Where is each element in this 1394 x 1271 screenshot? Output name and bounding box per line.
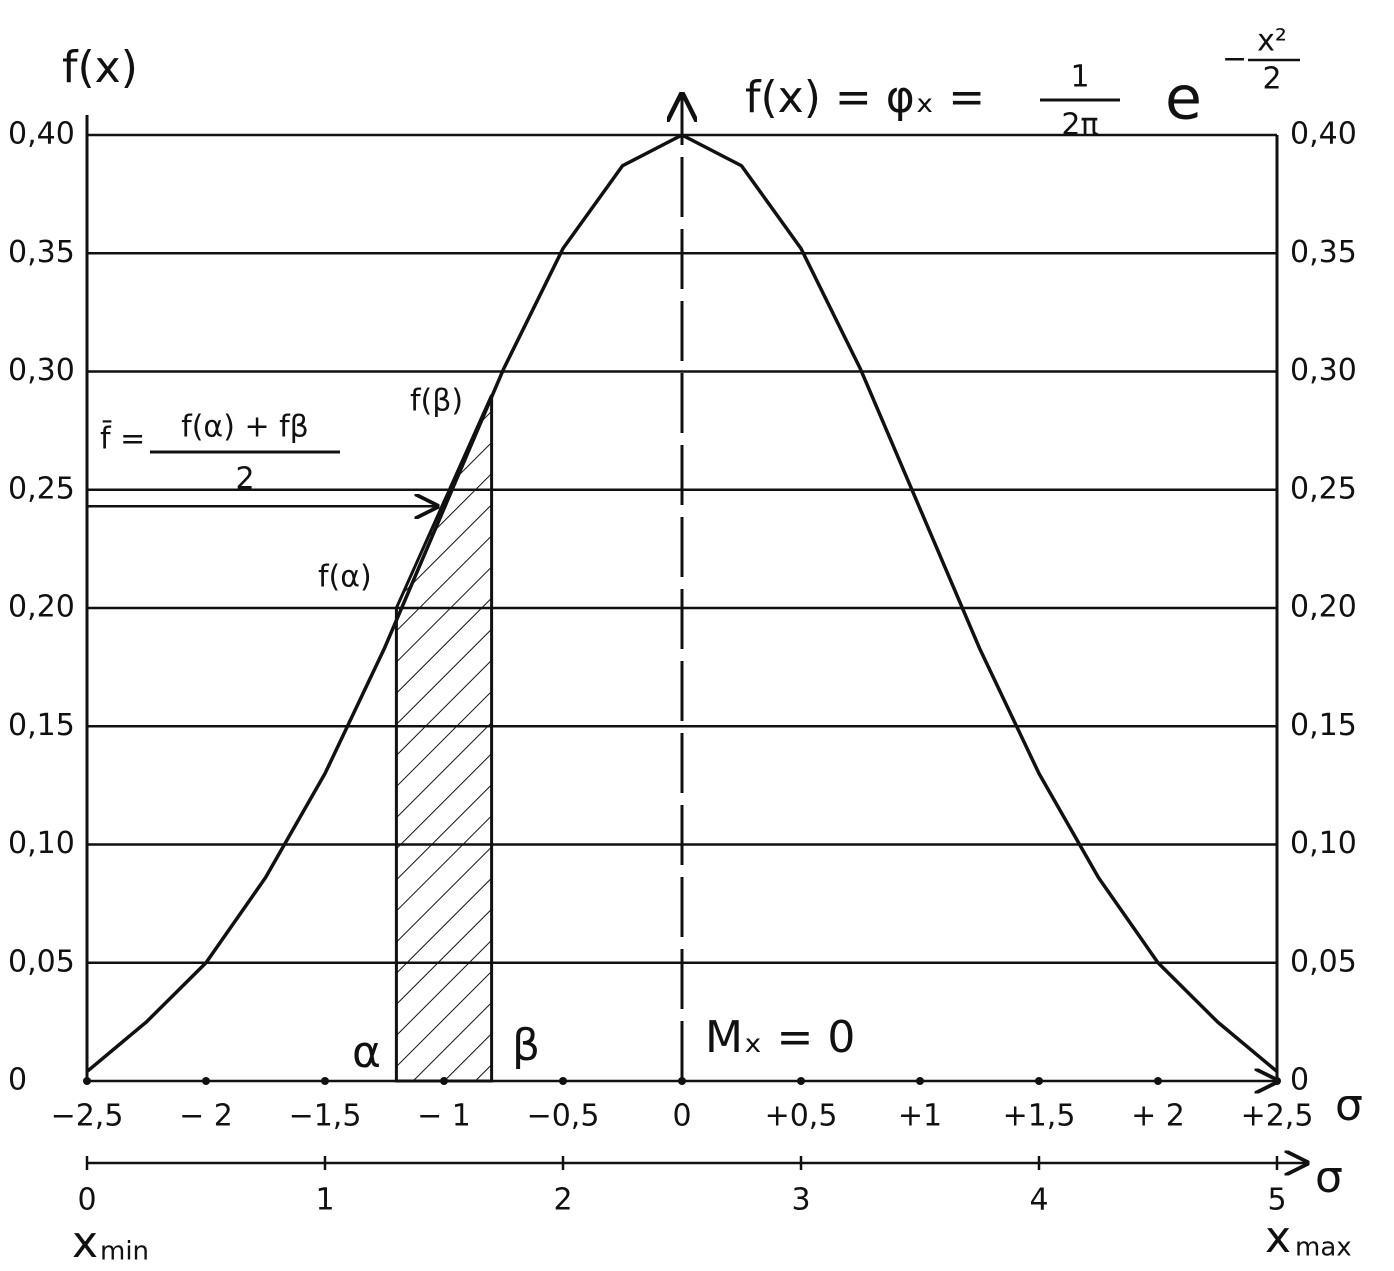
x-tick-label: +0,5 — [765, 1099, 838, 1134]
y-tick-label: 0,30 — [8, 353, 75, 388]
x-tick-label: −0,5 — [527, 1099, 600, 1134]
x-tick-label: +1,5 — [1003, 1099, 1076, 1134]
y2-tick-label: 0,35 — [1290, 235, 1357, 270]
x-tick-label: − 2 — [179, 1099, 233, 1134]
y-tick-label: 0,40 — [8, 117, 75, 152]
x2-tick-label: 5 — [1267, 1183, 1286, 1218]
x-min-label: x — [72, 1217, 98, 1268]
y2-tick-label: 0 — [1290, 1063, 1309, 1098]
x-tick-label: 0 — [672, 1099, 691, 1134]
x2-tick-label: 2 — [553, 1183, 572, 1218]
x2-tick-label: 0 — [77, 1183, 96, 1218]
x-tick-label: −2,5 — [51, 1099, 124, 1134]
y2-tick-label: 0,20 — [1290, 590, 1357, 625]
curve — [85, 133, 1279, 1073]
x-max-label: x — [1265, 1212, 1291, 1263]
y2-tick-label: 0,30 — [1290, 353, 1357, 388]
y-tick-label: 0,35 — [8, 235, 75, 270]
y2-tick-label: 0,10 — [1290, 826, 1357, 861]
annotation: β — [512, 1020, 540, 1071]
formula-lhs: f(x) = φₓ = — [745, 72, 985, 123]
y2-tick-label: 0,15 — [1290, 708, 1357, 743]
y2-tick-label: 0,25 — [1290, 471, 1357, 506]
mean-formula-lhs: f̄ = — [100, 420, 145, 456]
x-tick — [916, 1077, 924, 1085]
y-tick-label: 0,25 — [8, 471, 75, 506]
x2-tick-label: 3 — [791, 1183, 810, 1218]
x-tick-label: +1 — [898, 1099, 942, 1134]
formula-exp-sign: − — [1222, 42, 1247, 77]
x-tick-label: +2,5 — [1241, 1099, 1314, 1134]
x-tick — [440, 1077, 448, 1085]
x-tick — [1273, 1077, 1281, 1085]
y-axis-label: f(x) — [62, 42, 138, 93]
formula-exp-den: 2 — [1262, 62, 1281, 97]
y-tick-label: 0,20 — [8, 590, 75, 625]
y2-tick-label: 0,40 — [1290, 117, 1357, 152]
annotation: f(α) — [318, 560, 372, 595]
y-tick-label: 0,15 — [8, 708, 75, 743]
formula-num: 1 — [1070, 60, 1089, 95]
y-tick-label: 0,10 — [8, 826, 75, 861]
y-tick-label: 0 — [8, 1063, 27, 1098]
mean-formula-den: 2 — [235, 462, 254, 497]
y-tick-label: 0,05 — [8, 944, 75, 979]
y2-tick-label: 0,05 — [1290, 944, 1357, 979]
x-tick-label: − 1 — [417, 1099, 471, 1134]
annotation: α — [352, 1027, 381, 1078]
formula: f(x) = φₓ = 1 2π e − x² 2 — [745, 24, 1300, 143]
x2-axis-label: σ — [1315, 1152, 1343, 1203]
x-tick — [797, 1077, 805, 1085]
x2-tick-label: 4 — [1029, 1183, 1048, 1218]
x-tick — [559, 1077, 567, 1085]
x-tick — [321, 1077, 329, 1085]
annotation: Mₓ = 0 — [705, 1012, 855, 1063]
formula-base: e — [1165, 64, 1202, 134]
mean-formula: f̄ = f(α) + fβ 2 — [100, 410, 340, 497]
annotation: f(β) — [410, 384, 463, 419]
formula-exp-num: x² — [1257, 24, 1287, 59]
x-tick — [202, 1077, 210, 1085]
x-tick-label: −1,5 — [289, 1099, 362, 1134]
x-tick — [1154, 1077, 1162, 1085]
x-tick-label: + 2 — [1131, 1099, 1185, 1134]
x2-tick-label: 1 — [315, 1183, 334, 1218]
formula-den: 2π — [1061, 108, 1098, 143]
shaded-region — [394, 394, 494, 1083]
x-tick — [83, 1077, 91, 1085]
x-axis-label: σ — [1335, 1080, 1363, 1131]
x-min-label: min — [100, 1237, 149, 1267]
x-max-label: max — [1295, 1233, 1352, 1263]
x-tick — [1035, 1077, 1043, 1085]
mean-formula-num: f(α) + fβ — [181, 410, 309, 445]
